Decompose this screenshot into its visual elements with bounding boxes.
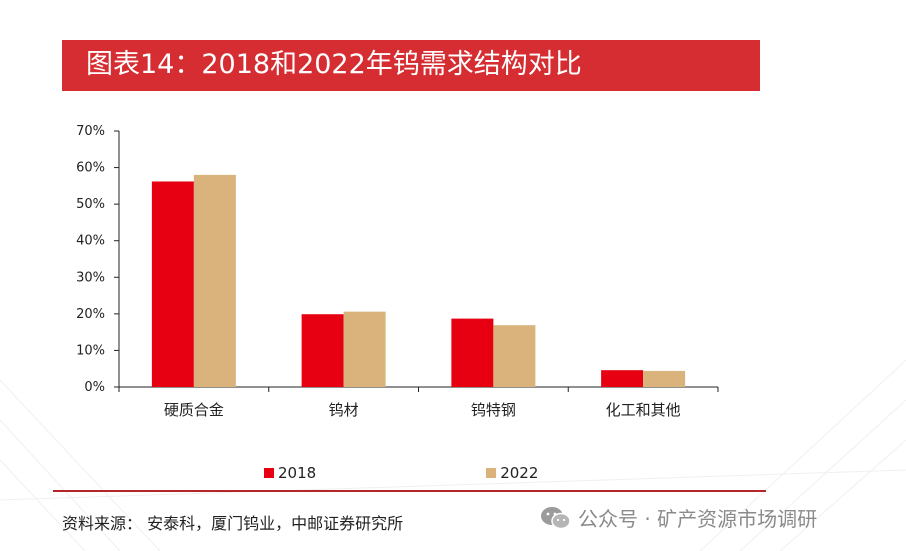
bar-2018 <box>451 318 494 387</box>
bar-2022 <box>643 370 686 387</box>
y-tick-label: 30% <box>76 270 105 285</box>
legend-swatch-2022 <box>486 468 497 478</box>
legend-label-2022: 2022 <box>500 464 539 482</box>
watermark-text: 公众号 · 矿产资源市场调研 <box>578 507 818 531</box>
legend: 2018 2022 <box>264 462 708 484</box>
wechat-icon <box>541 506 571 529</box>
footer-divider <box>53 490 766 492</box>
bar-2018 <box>601 370 644 387</box>
x-category-label: 硬质合金 <box>164 401 224 419</box>
y-tick-label: 0% <box>84 380 105 395</box>
bar-2018 <box>151 181 194 387</box>
source-note: 资料来源： 安泰科，厦门钨业，中邮证券研究所 <box>62 514 404 533</box>
bar-2018 <box>301 314 344 387</box>
legend-label-2018: 2018 <box>278 464 317 482</box>
bar-2022 <box>343 311 386 387</box>
title-banner: 图表14：2018和2022年钨需求结构对比 <box>62 40 760 91</box>
y-tick-label: 10% <box>76 343 105 358</box>
bar-2022 <box>493 325 536 387</box>
legend-swatch-2018 <box>264 468 274 478</box>
x-category-label: 钨材 <box>329 401 359 419</box>
y-tick-label: 60% <box>76 161 105 176</box>
y-tick-label: 40% <box>76 234 105 249</box>
y-tick-label: 50% <box>76 197 105 212</box>
legend-item-2018: 2018 <box>264 464 316 482</box>
chart-title: 图表14：2018和2022年钨需求结构对比 <box>86 49 582 80</box>
legend-item-2022: 2022 <box>486 464 538 482</box>
x-category-label: 钨特钢 <box>471 401 516 419</box>
bar-2022 <box>193 174 236 387</box>
y-tick-label: 70% <box>76 124 105 139</box>
x-category-label: 化工和其他 <box>606 401 681 419</box>
watermark: 公众号 · 矿产资源市场调研 <box>540 503 817 532</box>
y-tick-label: 20% <box>76 307 105 322</box>
